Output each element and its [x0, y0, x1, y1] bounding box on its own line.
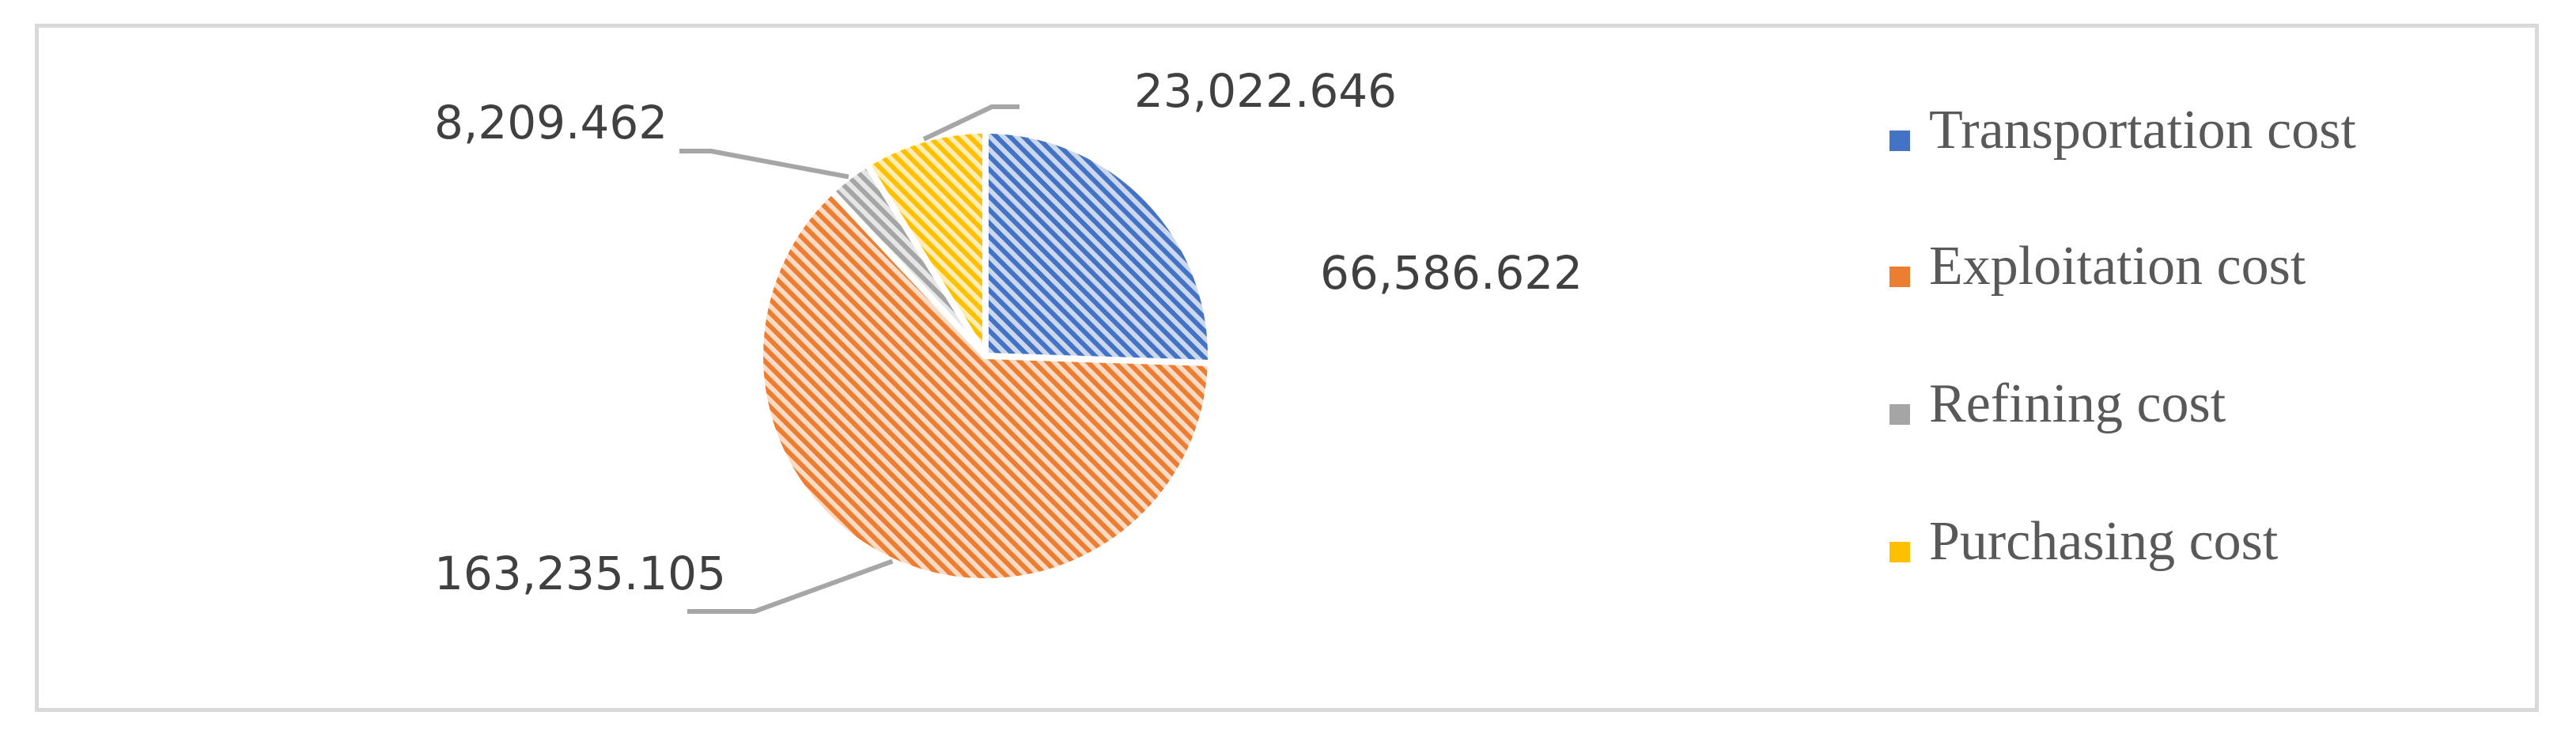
chart-area: 66,586.622 163,235.105 8,209.462 23,022.646…	[35, 24, 2539, 712]
data-label-transportation-cost: 66,586.622	[1320, 246, 1583, 300]
legend-label: Exploitation cost	[1929, 236, 2306, 297]
leader-line	[922, 104, 1019, 142]
leader-line	[679, 149, 849, 180]
legend-swatch-icon	[1889, 542, 1910, 562]
pie-slice-transportation-cost	[982, 127, 1214, 367]
leader-line	[687, 558, 894, 614]
pie-slices	[757, 127, 1214, 585]
pie-chart: 66,586.622 163,235.105 8,209.462 23,022.646	[434, 64, 1583, 614]
legend-label: Purchasing cost	[1929, 511, 2279, 572]
data-label-purchasing-cost: 23,022.646	[1134, 64, 1397, 118]
data-label-refining-cost: 8,209.462	[434, 96, 668, 149]
legend-label: Transportation cost	[1929, 100, 2356, 161]
data-labels: 66,586.622 163,235.105 8,209.462 23,022.646	[434, 64, 1583, 600]
legend-label: Refining cost	[1929, 373, 2226, 434]
data-label-exploitation-cost: 163,235.105	[434, 547, 726, 600]
legend-swatch-icon	[1889, 267, 1910, 287]
legend-swatch-icon	[1889, 131, 1910, 151]
legend-swatch-icon	[1889, 404, 1910, 425]
leader-lines	[679, 104, 1019, 614]
